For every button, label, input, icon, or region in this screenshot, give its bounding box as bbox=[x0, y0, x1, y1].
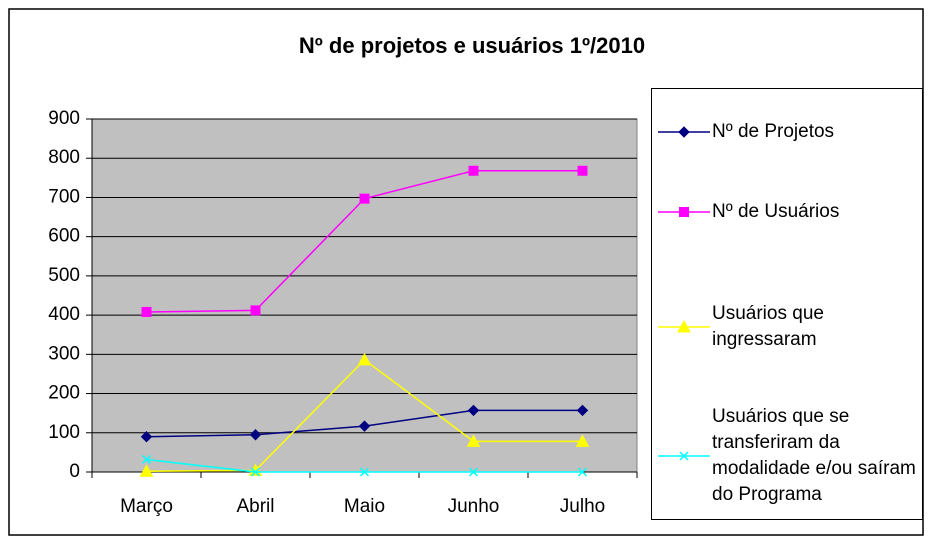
marker bbox=[576, 404, 589, 417]
x-tick-label: Maio bbox=[344, 496, 385, 517]
marker bbox=[359, 193, 370, 204]
marker bbox=[359, 467, 370, 477]
marker bbox=[468, 165, 479, 176]
marker bbox=[249, 429, 262, 441]
x-tick-label: Março bbox=[120, 496, 173, 517]
y-tick-label: 200 bbox=[48, 383, 80, 404]
marker bbox=[141, 306, 152, 317]
y-tick-label: 700 bbox=[48, 186, 80, 207]
marker bbox=[678, 126, 690, 138]
marker bbox=[466, 434, 481, 447]
y-tick-label: 500 bbox=[48, 265, 80, 286]
marker bbox=[139, 464, 154, 477]
legend-label: Nº de Usuários bbox=[712, 201, 840, 222]
x-tick-label: Abril bbox=[236, 496, 274, 517]
legend-label: Usuários que se transferiram da modalida… bbox=[712, 406, 916, 505]
y-tick-label: 100 bbox=[48, 422, 80, 443]
marker bbox=[140, 430, 153, 443]
legend-entry: Usuários que se transferiram da modalida… bbox=[652, 404, 924, 508]
marker bbox=[141, 454, 152, 464]
marker bbox=[677, 320, 691, 333]
marker bbox=[679, 451, 689, 461]
y-tick-label: 600 bbox=[48, 226, 80, 247]
marker bbox=[468, 467, 479, 477]
marker bbox=[575, 434, 590, 447]
legend-label: Nº de Projetos bbox=[712, 121, 835, 142]
chart-title: Nº de projetos e usuários 1º/2010 bbox=[299, 33, 645, 58]
y-tick-label: 900 bbox=[48, 108, 80, 129]
y-tick-label: 800 bbox=[48, 147, 80, 168]
legend-swatch bbox=[658, 320, 710, 333]
legend: Nº de Projetos Nº de Usuários Usuários que… bbox=[651, 88, 923, 520]
legend-entry: Nº de Usuários bbox=[652, 199, 924, 225]
legend-entry: Usuários que ingressaram bbox=[652, 301, 924, 353]
legend-label: Usuários que ingressaram bbox=[712, 303, 824, 350]
marker bbox=[250, 467, 261, 477]
legend-entry: Nº de Projetos bbox=[652, 119, 924, 145]
x-tick-label: Junho bbox=[448, 496, 500, 517]
marker bbox=[357, 352, 372, 366]
marker bbox=[467, 404, 480, 417]
plot-area bbox=[91, 118, 638, 473]
y-tick-label: 300 bbox=[48, 343, 80, 364]
y-tick-label: 400 bbox=[48, 304, 80, 325]
marker bbox=[358, 420, 371, 432]
legend-swatch bbox=[658, 451, 710, 461]
x-tick-label: Julho bbox=[560, 496, 605, 517]
marker bbox=[250, 305, 261, 316]
marker bbox=[577, 467, 588, 477]
legend-swatch bbox=[658, 207, 710, 217]
y-tick-label: 0 bbox=[69, 461, 80, 482]
marker bbox=[679, 207, 689, 217]
marker bbox=[577, 165, 588, 176]
legend-swatch bbox=[658, 126, 710, 138]
